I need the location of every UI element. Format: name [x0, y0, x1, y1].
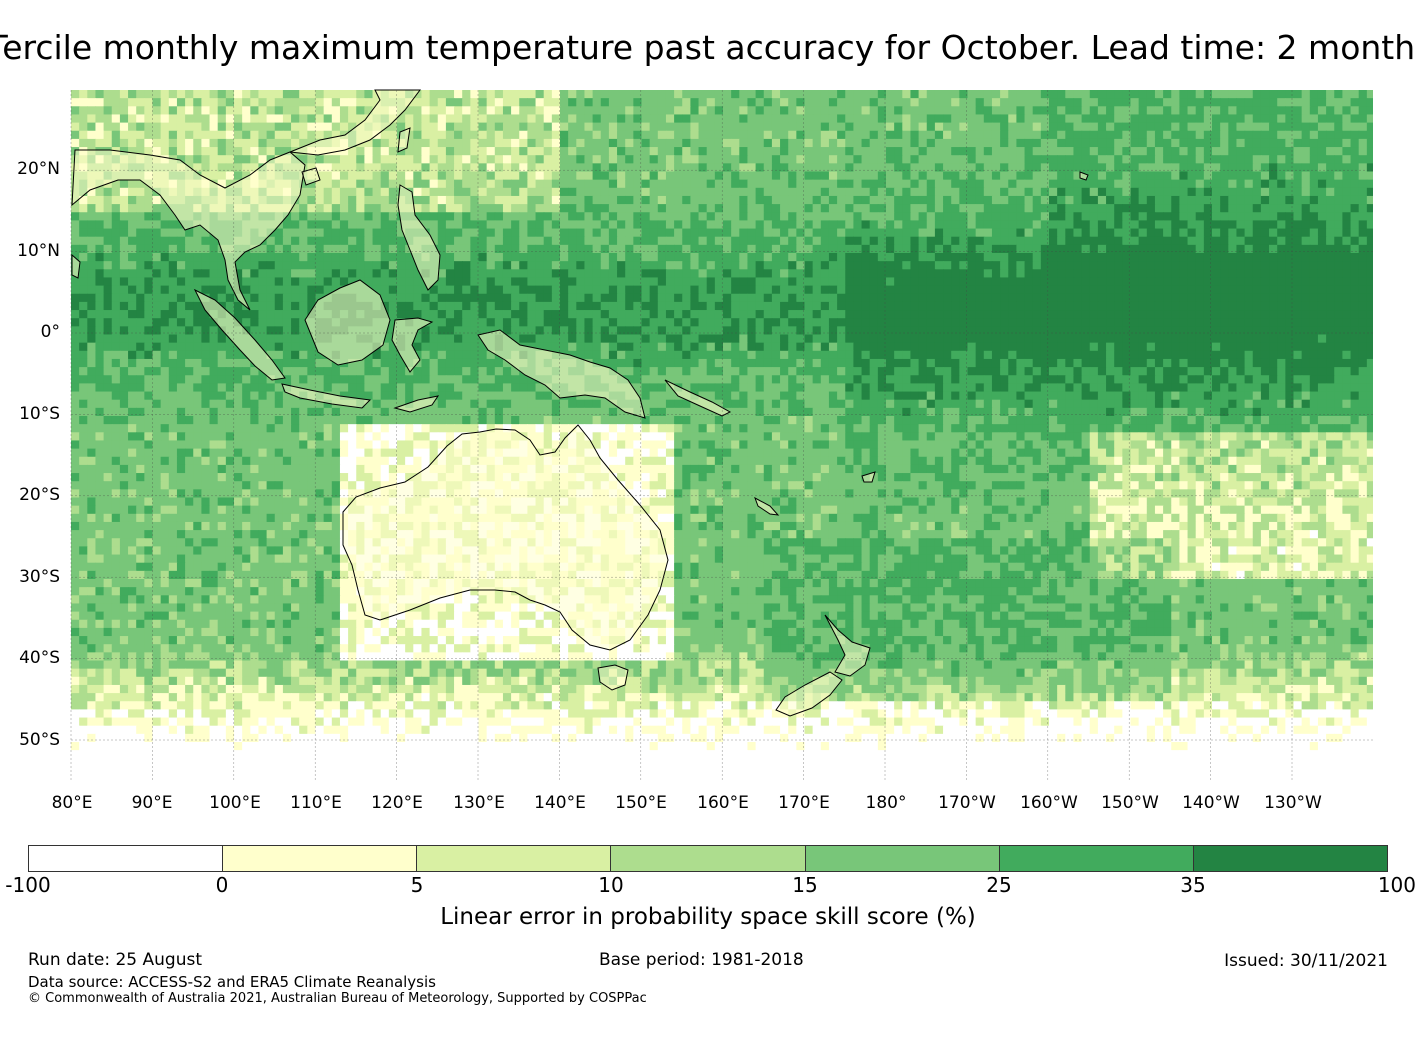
coastline-hawaii — [1079, 171, 1089, 181]
run-date: Run date: 25 August — [28, 950, 202, 970]
graticule — [70, 90, 1373, 781]
colorbar-tick-label: 5 — [410, 873, 424, 897]
colorbar-segment — [417, 846, 612, 871]
lat-label: 10°N — [17, 241, 60, 261]
coastline-china — [289, 89, 421, 156]
coastline-new-zealand-north — [824, 614, 871, 677]
lat-label: 20°S — [19, 485, 60, 505]
colorbar-tick-label: 35 — [1180, 873, 1206, 897]
coastline-solomon-islands — [664, 379, 732, 417]
coastline-fiji — [861, 471, 876, 483]
coastline-sulawesi — [391, 317, 434, 373]
coastline-timor — [393, 395, 440, 413]
colorbar-tick-label: 15 — [792, 873, 818, 897]
coastline-indochina — [71, 149, 306, 311]
lon-label: 180° — [865, 793, 907, 813]
coastline-tasmania — [597, 664, 629, 691]
lon-label: 100°E — [209, 793, 261, 813]
colorbar-segment — [223, 846, 418, 871]
coastline-sri-lanka — [71, 253, 81, 279]
lon-label: 150°E — [615, 793, 667, 813]
lon-label: 80°E — [51, 793, 93, 813]
colorbar-tick-label: 10 — [598, 873, 624, 897]
coastline-philippines — [397, 184, 441, 291]
coastline-australia — [342, 424, 669, 651]
lon-label: 170°W — [938, 793, 996, 813]
coastline-hainan — [301, 167, 321, 186]
lon-label: 160°E — [697, 793, 749, 813]
colorbar-segment — [29, 846, 224, 871]
colorbar-segment — [1193, 846, 1387, 871]
lon-label: 150°W — [1101, 793, 1159, 813]
colorbar — [28, 845, 1388, 872]
lon-label: 120°E — [371, 793, 423, 813]
colorbar-segment — [805, 846, 1000, 871]
copyright: © Commonwealth of Australia 2021, Austra… — [28, 991, 647, 1006]
lon-label: 170°E — [778, 793, 830, 813]
colorbar-segment — [611, 846, 806, 871]
lon-label: 130°E — [453, 793, 505, 813]
map-title: Tercile monthly maximum temperature past… — [0, 28, 1416, 67]
skill-score-map — [70, 89, 1373, 781]
colorbar-title: Linear error in probability space skill … — [440, 904, 976, 930]
data-source: Data source: ACCESS-S2 and ERA5 Climate … — [28, 973, 436, 991]
coastline-java — [281, 383, 372, 409]
coastline-new-caledonia — [754, 496, 780, 516]
lon-label: 110°E — [290, 793, 342, 813]
lat-label: 50°S — [19, 730, 60, 750]
lat-label: 0° — [40, 322, 60, 342]
coastline-sumatra — [193, 288, 286, 381]
map-panel: 20°N 10°N 0° 10°S 20°S 30°S 40°S 50°S 80… — [17, 89, 1373, 813]
lon-label: 140°W — [1182, 793, 1240, 813]
colorbar-tick-label: 0 — [215, 873, 229, 897]
lat-label: 10°S — [19, 404, 60, 424]
colorbar-tick-label: 100 — [1377, 873, 1416, 897]
coastline-taiwan — [397, 127, 411, 153]
lon-label: 130°W — [1264, 793, 1322, 813]
issued-date: Issued: 30/11/2021 — [1224, 951, 1388, 971]
lat-label: 40°S — [19, 648, 60, 668]
lon-label: 90°E — [131, 793, 173, 813]
coastline-new-zealand-south — [775, 671, 843, 717]
colorbar-tick-label: -100 — [5, 873, 51, 897]
landmasses — [71, 89, 1089, 717]
colorbar-tick-label: 25 — [986, 873, 1012, 897]
lon-label: 160°W — [1020, 793, 1078, 813]
lat-label: 30°S — [19, 567, 60, 587]
base-period: Base period: 1981-2018 — [599, 950, 804, 970]
coastline-new-guinea — [477, 329, 646, 419]
lon-label: 140°E — [534, 793, 586, 813]
lat-label: 20°N — [17, 159, 60, 179]
colorbar-segment — [999, 846, 1194, 871]
coastline-borneo — [304, 279, 391, 366]
